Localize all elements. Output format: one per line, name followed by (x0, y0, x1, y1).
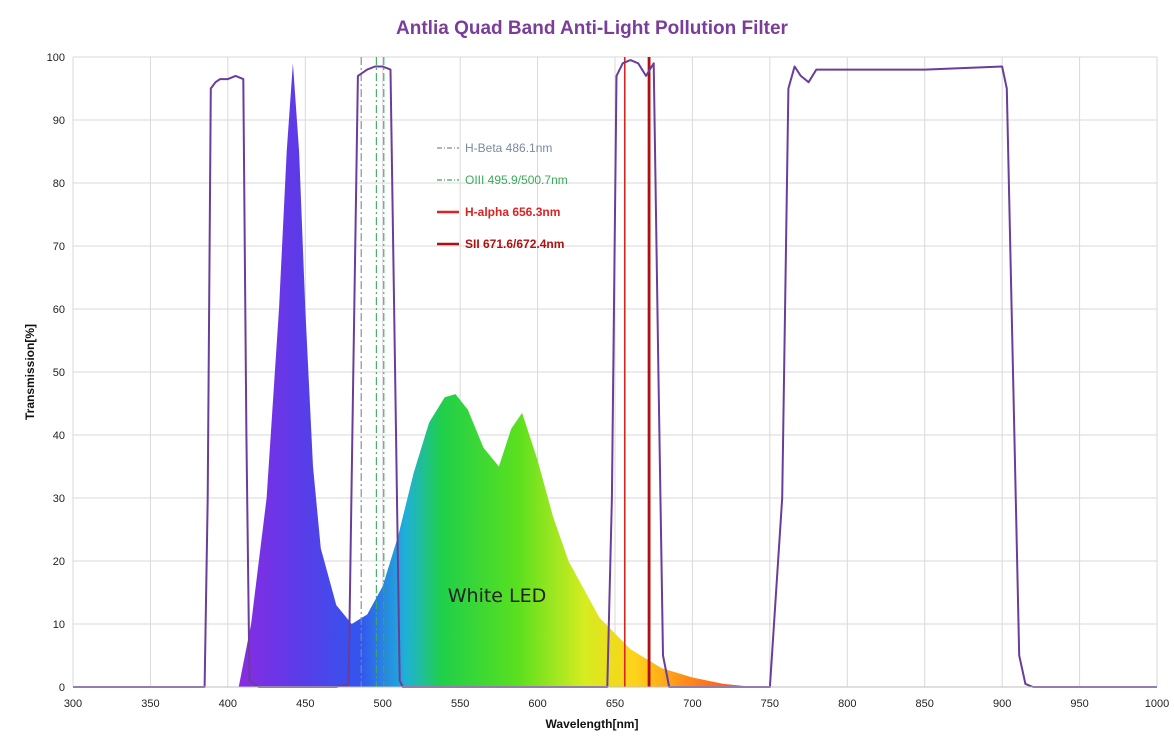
x-tick-label: 650 (606, 698, 624, 710)
y-tick-label: 50 (53, 367, 65, 379)
chart-title: Antlia Quad Band Anti-Light Pollution Fi… (396, 18, 789, 39)
x-tick-label: 900 (993, 698, 1011, 710)
y-tick-label: 0 (59, 682, 65, 694)
x-tick-label: 400 (219, 698, 237, 710)
x-tick-label: 550 (451, 698, 469, 710)
white-led-label: White LED (448, 585, 547, 607)
y-tick-label: 80 (53, 178, 65, 190)
y-tick-label: 20 (53, 556, 65, 568)
y-axis-label: Transmission[%] (23, 324, 37, 420)
legend-label: H-Beta 486.1nm (465, 141, 552, 155)
legend-label: OIII 495.9/500.7nm (465, 173, 568, 187)
y-tick-label: 90 (53, 115, 65, 127)
y-tick-label: 70 (53, 241, 65, 253)
x-tick-label: 600 (528, 698, 546, 710)
emission-lines (360, 57, 651, 687)
legend-label: SII 671.6/672.4nm (465, 237, 564, 251)
led-layer (238, 63, 755, 688)
x-tick-label: 800 (838, 698, 856, 710)
y-tick-label: 30 (53, 493, 65, 505)
x-tick-label: 350 (141, 698, 159, 710)
x-tick-label: 850 (916, 698, 934, 710)
y-tick-label: 60 (53, 304, 65, 316)
y-tick-label: 100 (47, 52, 65, 64)
x-tick-label: 1000 (1145, 698, 1169, 710)
x-tick-label: 700 (683, 698, 701, 710)
filter-layer (73, 59, 1157, 688)
x-tick-label: 750 (761, 698, 779, 710)
filter-transmission-line (73, 59, 1157, 688)
x-tick-label: 950 (1070, 698, 1088, 710)
legend: H-Beta 486.1nm OIII 495.9/500.7nm H-alpha … (437, 141, 568, 251)
grid (72, 56, 1158, 688)
x-tick-label: 500 (374, 698, 392, 710)
x-tick-label: 450 (296, 698, 314, 710)
legend-label: H-alpha 656.3nm (465, 205, 560, 219)
white-led-area (238, 63, 755, 688)
x-tick-label: 300 (64, 698, 82, 710)
x-axis-label: Wavelength[nm] (546, 717, 639, 731)
y-tick-label: 40 (53, 430, 65, 442)
y-tick-label: 10 (53, 619, 65, 631)
axes: 300 350 400 450 500 550 600 650 700 750 800 850 900 9… (47, 52, 1170, 710)
